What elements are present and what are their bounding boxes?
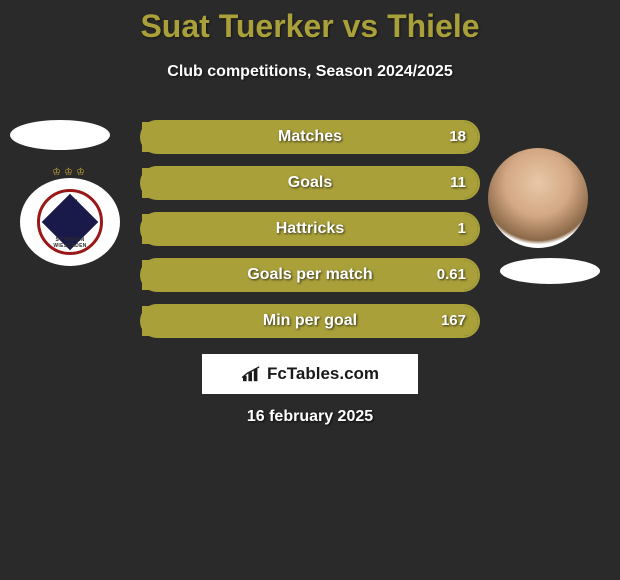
stat-row: Goals per match0.61 (140, 258, 480, 292)
stat-value-right: 0.61 (437, 260, 466, 290)
stat-label: Matches (142, 122, 478, 152)
stats-container: Matches18 Goals11 Hattricks1 Goals per matc… (0, 120, 620, 350)
stat-row: Hattricks1 (140, 212, 480, 246)
brand-text: FcTables.com (267, 364, 379, 384)
stat-label: Hattricks (142, 214, 478, 244)
stat-label: Goals (142, 168, 478, 198)
stat-row: Goals11 (140, 166, 480, 200)
page-title: Suat Tuerker vs Thiele (0, 0, 620, 45)
subtitle: Club competitions, Season 2024/2025 (0, 63, 620, 81)
stat-row: Matches18 (140, 120, 480, 154)
stat-value-right: 1 (458, 214, 466, 244)
brand-watermark: FcTables.com (202, 354, 418, 394)
stat-value-right: 167 (441, 306, 466, 336)
stat-row: Min per goal167 (140, 304, 480, 338)
stat-value-right: 11 (450, 168, 466, 198)
bar-chart-icon (241, 365, 263, 383)
stat-value-right: 18 (449, 122, 466, 152)
stat-label: Min per goal (142, 306, 478, 336)
stat-label: Goals per match (142, 260, 478, 290)
date-text: 16 february 2025 (0, 408, 620, 426)
